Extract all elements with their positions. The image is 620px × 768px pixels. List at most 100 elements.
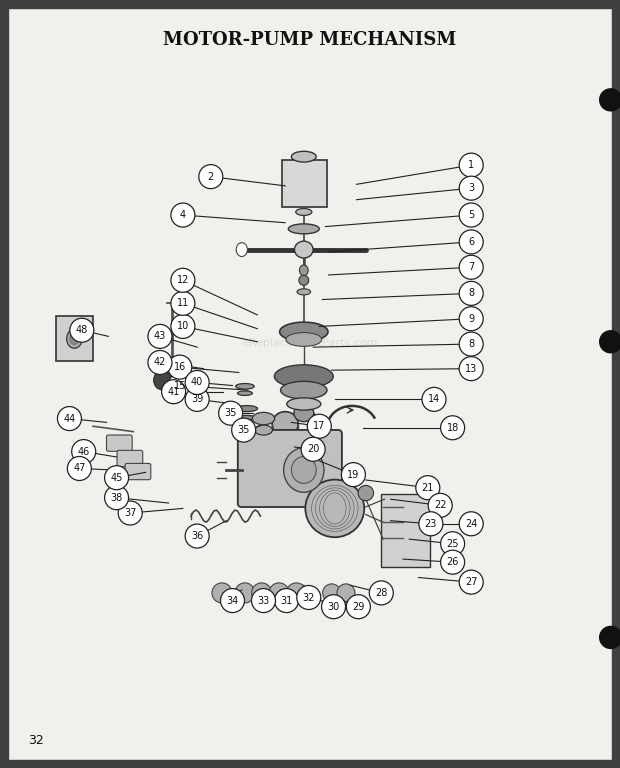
Text: 32: 32 [28,733,44,746]
Circle shape [168,355,192,379]
Text: 45: 45 [110,472,123,483]
Ellipse shape [306,479,365,538]
Text: 16: 16 [174,362,186,372]
Text: 33: 33 [257,595,270,606]
Text: 27: 27 [465,577,477,588]
Circle shape [459,356,483,381]
Text: 31: 31 [280,595,293,606]
Text: 13: 13 [465,363,477,374]
Text: 26: 26 [446,557,459,568]
Text: 48: 48 [76,325,88,336]
Circle shape [459,281,483,306]
Circle shape [416,475,440,500]
Ellipse shape [240,426,254,429]
Circle shape [171,291,195,316]
Text: 20: 20 [307,444,319,455]
Ellipse shape [280,323,328,342]
Ellipse shape [297,289,311,295]
Text: 10: 10 [177,321,189,332]
Text: 21: 21 [422,482,434,493]
Circle shape [105,485,128,510]
Circle shape [459,511,483,536]
Circle shape [347,594,370,619]
Circle shape [58,406,81,431]
Ellipse shape [299,265,308,276]
FancyBboxPatch shape [125,463,151,480]
Ellipse shape [288,224,319,233]
Text: 12: 12 [177,275,189,286]
Ellipse shape [291,151,316,162]
Text: 46: 46 [78,446,90,457]
Text: 35: 35 [237,425,250,435]
FancyBboxPatch shape [117,450,143,467]
Ellipse shape [286,398,321,410]
Circle shape [72,439,95,464]
Circle shape [459,306,483,331]
Text: 1: 1 [468,160,474,170]
Text: 23: 23 [425,518,437,529]
Circle shape [68,456,91,481]
Circle shape [221,588,244,613]
Ellipse shape [286,333,322,346]
Text: eReplacementParts.com: eReplacementParts.com [242,338,378,348]
Circle shape [148,324,172,349]
Circle shape [428,493,452,518]
Circle shape [441,415,464,440]
Circle shape [422,387,446,412]
Circle shape [459,332,483,356]
Circle shape [441,531,464,556]
Circle shape [459,255,483,280]
Text: 3: 3 [468,183,474,194]
Circle shape [252,588,275,613]
FancyBboxPatch shape [381,494,430,567]
Ellipse shape [291,456,316,484]
Text: 9: 9 [468,313,474,324]
Circle shape [168,373,192,398]
Circle shape [286,583,306,603]
Ellipse shape [272,412,298,436]
Text: 37: 37 [124,508,136,518]
Circle shape [212,583,232,603]
Ellipse shape [275,365,334,388]
Text: 41: 41 [167,386,180,397]
Circle shape [148,350,172,375]
Text: 2: 2 [208,171,214,182]
Circle shape [337,584,355,602]
Circle shape [297,585,321,610]
Text: 39: 39 [191,394,203,405]
Circle shape [171,203,195,227]
Circle shape [600,89,620,111]
Circle shape [232,418,255,442]
Text: 38: 38 [110,492,123,503]
Text: 7: 7 [468,262,474,273]
Circle shape [322,594,345,619]
Text: 47: 47 [73,463,86,474]
Circle shape [600,627,620,648]
Circle shape [308,414,331,439]
Circle shape [185,524,209,548]
Text: 32: 32 [303,592,315,603]
Circle shape [118,501,142,525]
Circle shape [252,583,272,603]
Text: 22: 22 [434,500,446,511]
Text: 17: 17 [313,421,326,432]
Text: 11: 11 [177,298,189,309]
Ellipse shape [299,276,309,286]
Text: 25: 25 [446,538,459,549]
Ellipse shape [294,405,314,422]
Circle shape [171,314,195,339]
Text: 42: 42 [154,357,166,368]
Text: 40: 40 [191,377,203,388]
Text: 28: 28 [375,588,388,598]
Text: 8: 8 [468,339,474,349]
Ellipse shape [236,243,247,257]
Circle shape [235,583,255,603]
Circle shape [342,462,365,487]
Circle shape [185,370,209,395]
Ellipse shape [236,406,258,412]
Circle shape [459,176,483,200]
Circle shape [459,153,483,177]
Circle shape [199,164,223,189]
Ellipse shape [154,370,171,390]
Circle shape [162,379,185,404]
